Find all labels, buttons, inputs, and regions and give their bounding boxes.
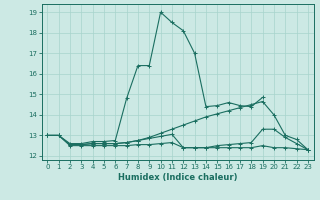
X-axis label: Humidex (Indice chaleur): Humidex (Indice chaleur) bbox=[118, 173, 237, 182]
